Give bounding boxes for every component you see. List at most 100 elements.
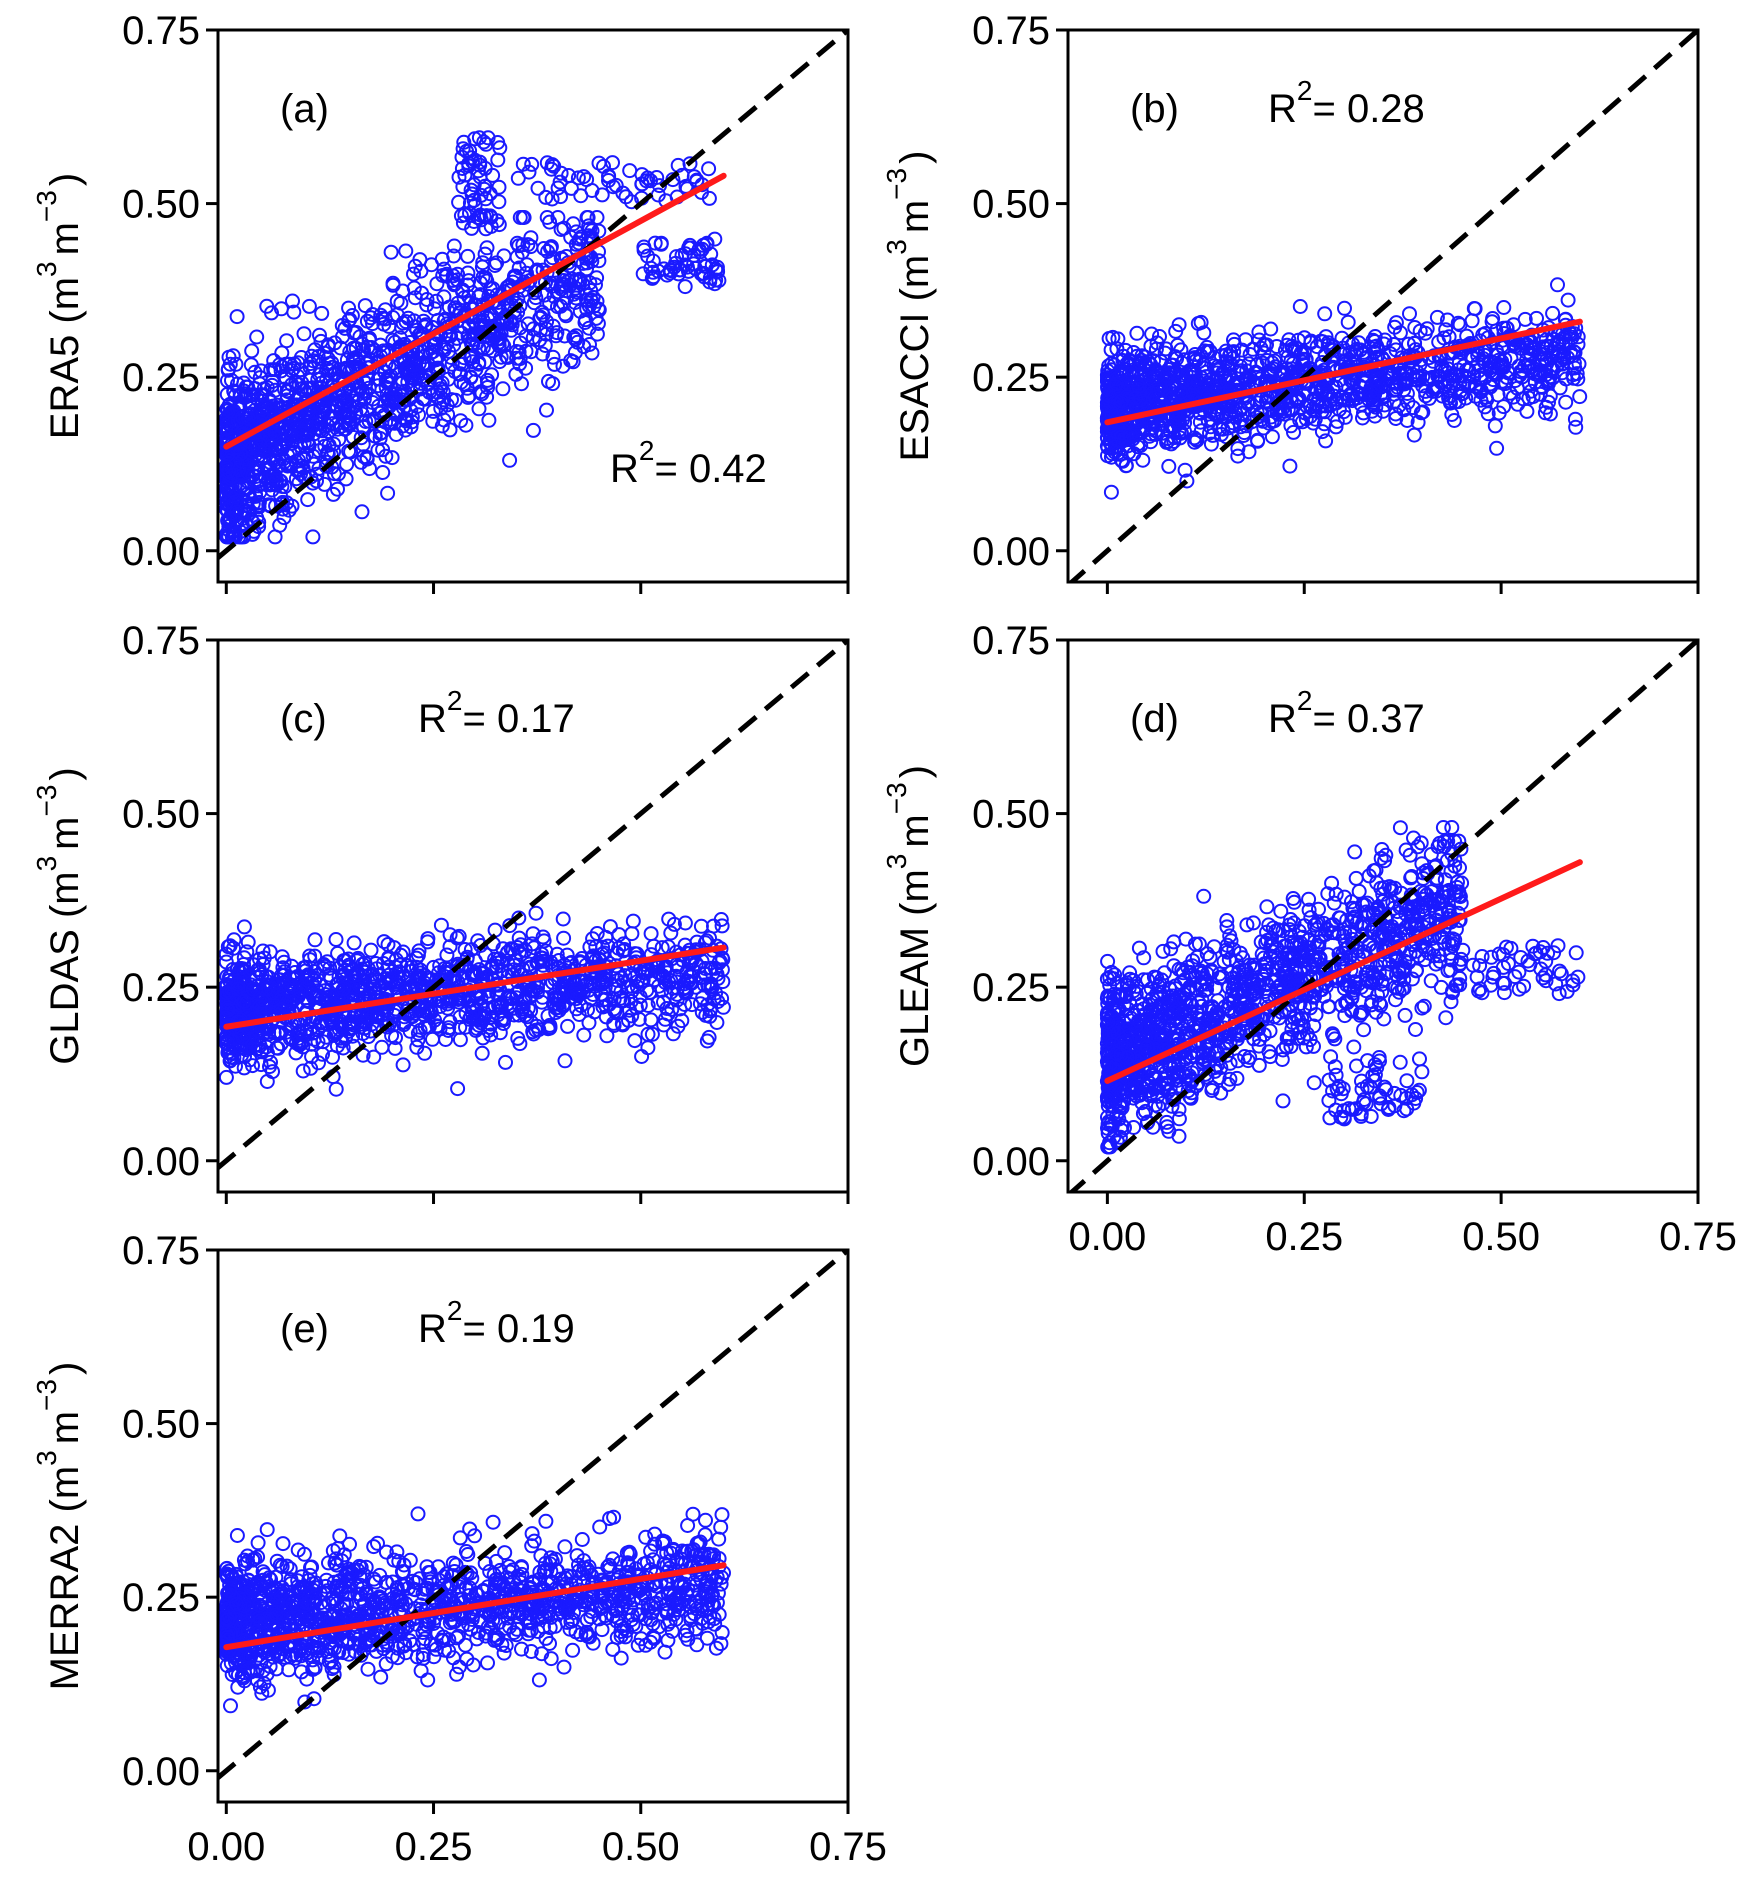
scatter-point	[314, 991, 330, 1007]
scatter-point	[342, 398, 358, 414]
scatter-point	[706, 991, 722, 1007]
scatter-point	[530, 180, 546, 196]
scatter-point	[226, 932, 242, 948]
scatter-point	[580, 1002, 595, 1018]
scatter-point	[388, 1030, 403, 1046]
scatter-point	[677, 983, 693, 999]
scatter-point	[1405, 400, 1421, 416]
scatter-point	[425, 413, 441, 429]
scatter-point	[1572, 389, 1588, 405]
scatter-point	[325, 1049, 340, 1065]
scatter-point	[449, 930, 465, 946]
scatter-point	[404, 369, 420, 385]
scatter-point	[1241, 444, 1257, 460]
scatter-point	[303, 985, 319, 1001]
scatter-point	[272, 517, 288, 533]
scatter-point	[617, 968, 633, 984]
scatter-point	[714, 918, 730, 934]
scatter-point	[1264, 429, 1280, 445]
scatter-point	[584, 345, 600, 361]
scatter-point	[584, 950, 600, 965]
scatter-point	[1327, 1031, 1343, 1047]
scatter-point	[463, 150, 479, 166]
y-axis-unit-exp: −3	[881, 168, 912, 200]
scatter-point	[1114, 452, 1129, 468]
scatter-point	[438, 1032, 454, 1047]
scatter-point	[248, 459, 264, 475]
scatter-point	[687, 260, 703, 276]
scatter-point	[1441, 390, 1457, 406]
scatter-point	[304, 975, 320, 991]
scatter-point	[349, 967, 365, 983]
scatter-point	[1259, 899, 1275, 915]
scatter-point	[1355, 344, 1371, 360]
scatter-point	[236, 950, 252, 966]
scatter-point	[1413, 405, 1429, 421]
scatter-point	[695, 237, 711, 253]
scatter-point	[302, 356, 318, 372]
scatter-points	[218, 905, 731, 1097]
scatter-point	[453, 413, 469, 429]
scatter-point	[1277, 403, 1293, 419]
scatter-point	[331, 969, 347, 984]
scatter-point	[432, 999, 448, 1014]
scatter-point	[702, 274, 718, 290]
scatter-point	[374, 1039, 390, 1055]
scatter-point	[1101, 388, 1117, 404]
scatter-point	[573, 229, 589, 245]
y-axis-unit-open: (m	[43, 277, 87, 324]
fit-line	[1104, 318, 1583, 426]
scatter-point	[534, 994, 550, 1010]
scatter-point	[607, 1003, 623, 1019]
scatter-point	[274, 345, 290, 361]
scatter-point	[381, 967, 397, 983]
scatter-point	[340, 408, 356, 424]
scatter-point	[293, 466, 309, 482]
scatter-point	[1314, 424, 1330, 440]
scatter-point	[219, 494, 234, 510]
scatter-point	[492, 1003, 508, 1019]
scatter-point	[677, 279, 693, 295]
scatter-point	[1101, 358, 1117, 374]
scatter-point	[312, 327, 327, 343]
scatter-point	[1494, 354, 1510, 370]
y-axis-unit-close: )	[43, 173, 87, 186]
scatter-point	[358, 414, 374, 429]
scatter-point	[345, 1014, 361, 1030]
scatter-point	[418, 317, 434, 333]
scatter-point	[1318, 398, 1333, 414]
scatter-point	[264, 482, 280, 498]
scatter-point	[1143, 357, 1159, 373]
scatter-point	[553, 165, 569, 181]
scatter-point	[1399, 413, 1415, 428]
scatter-point	[1150, 368, 1166, 384]
scatter-point	[406, 266, 421, 282]
scatter-point	[1349, 341, 1365, 357]
scatter-point	[1224, 418, 1240, 434]
scatter-point	[1196, 325, 1212, 341]
scatter-point	[1219, 919, 1235, 935]
scatter-point	[1263, 321, 1279, 337]
scatter-point	[594, 946, 610, 962]
r2-symbol: R	[610, 447, 639, 491]
scatter-point	[525, 422, 541, 438]
scatter-point	[261, 497, 277, 513]
scatter-point	[243, 357, 259, 373]
fit-line	[223, 172, 727, 450]
scatter-point	[515, 237, 531, 253]
scatter-point	[659, 267, 675, 283]
scatter-point	[555, 911, 571, 927]
scatter-point	[471, 401, 487, 417]
scatter-point	[1252, 371, 1268, 387]
r-squared-label: R2= 0.28	[1268, 75, 1425, 131]
scatter-point	[1473, 367, 1489, 383]
scatter-point	[1122, 427, 1138, 443]
scatter-point	[663, 973, 679, 988]
scatter-point	[1279, 337, 1295, 353]
scatter-point	[568, 290, 584, 306]
scatter-point	[269, 397, 285, 413]
scatter-point	[1133, 352, 1149, 368]
